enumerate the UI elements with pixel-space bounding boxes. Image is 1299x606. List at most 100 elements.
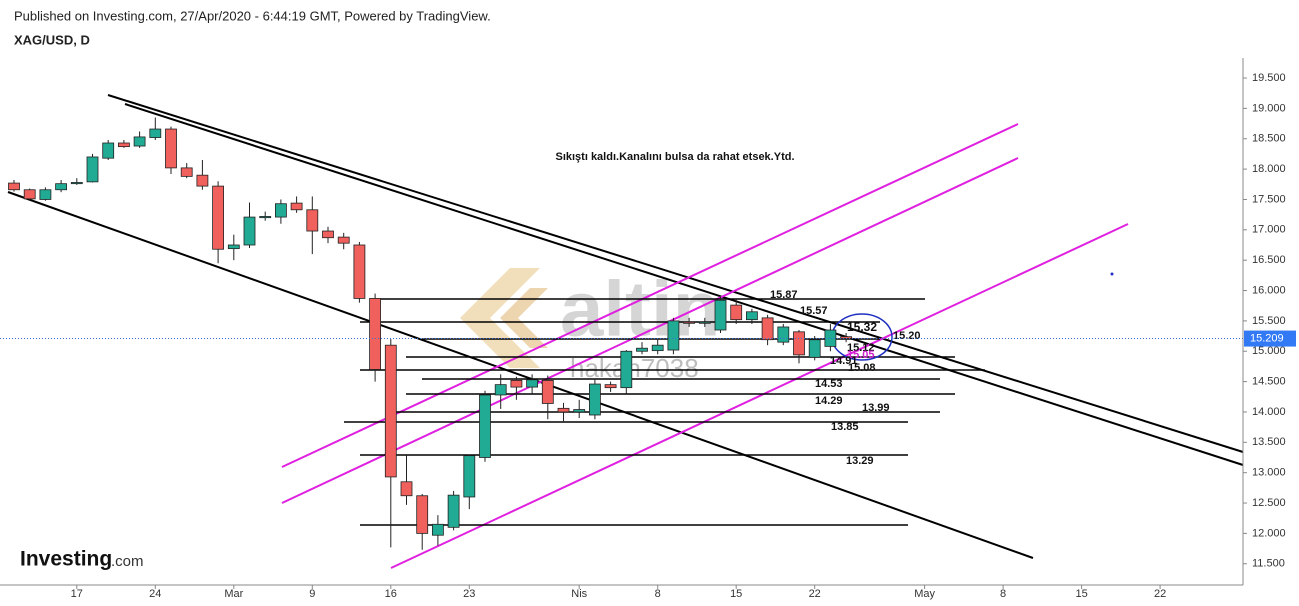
watermark-shape xyxy=(460,268,540,368)
candle-body xyxy=(23,189,36,200)
x-tick-label: 15 xyxy=(1075,588,1087,600)
candle-body xyxy=(494,384,507,396)
trend-line xyxy=(107,94,1244,453)
y-tick-label: 16.000 xyxy=(1252,284,1286,296)
candle-body xyxy=(510,379,523,388)
candle-body xyxy=(730,304,743,321)
trend-line xyxy=(7,191,1034,559)
y-tick-label: 12.500 xyxy=(1252,497,1286,509)
y-tick-label: 15.000 xyxy=(1252,345,1286,357)
y-tick-label: 18.000 xyxy=(1252,163,1286,175)
candle-body xyxy=(714,299,727,331)
channel-line xyxy=(281,123,1019,468)
y-tick-label: 17.500 xyxy=(1252,193,1286,205)
candle-body xyxy=(102,142,115,159)
candles xyxy=(8,117,852,550)
candle-body xyxy=(165,128,177,169)
candle-body xyxy=(746,311,758,321)
candle-body xyxy=(337,236,350,244)
channel-line xyxy=(281,157,1019,504)
y-tick-label: 14.000 xyxy=(1252,406,1286,418)
candle-body xyxy=(447,494,460,528)
candle-body xyxy=(274,203,287,218)
candle-body xyxy=(636,347,648,352)
trend-line xyxy=(124,103,1244,466)
candle-body xyxy=(589,383,601,416)
candle-body xyxy=(620,350,633,389)
header: Published on Investing.com, 27/Apr/2020 … xyxy=(14,8,491,23)
candle-body xyxy=(431,523,444,536)
channel-lines xyxy=(281,123,1129,569)
candle-body xyxy=(557,407,570,413)
last-price-label: 15.209 xyxy=(1250,332,1284,344)
level-label: 15.20 xyxy=(893,330,921,342)
symbol: XAG/USD, D xyxy=(14,32,90,47)
level-label: 15.32 xyxy=(847,320,877,334)
y-tick-label: 15.500 xyxy=(1252,315,1286,327)
candle-body xyxy=(761,317,774,341)
x-tick-label: 24 xyxy=(149,588,161,600)
candle-body xyxy=(541,379,554,404)
x-tick-label: Nis xyxy=(571,588,587,600)
candle-body xyxy=(39,189,52,200)
candle-body xyxy=(149,128,162,138)
candle-body xyxy=(384,344,397,478)
candle-body xyxy=(604,384,617,389)
level-label: 15.57 xyxy=(800,305,828,317)
brand-suffix: .com xyxy=(111,553,144,570)
candle-body xyxy=(526,379,538,388)
y-tick-label: 13.500 xyxy=(1252,436,1286,448)
x-tick-label: 8 xyxy=(1000,588,1006,600)
candle-body xyxy=(259,216,272,219)
y-tick-label: 14.500 xyxy=(1252,376,1286,388)
level-label: 13.99 xyxy=(862,402,890,414)
candle-body xyxy=(573,409,586,413)
y-tick-label: 18.500 xyxy=(1252,133,1286,145)
candle-body xyxy=(400,481,413,497)
y-tick-label: 19.500 xyxy=(1252,72,1286,84)
level-label: 15.05 xyxy=(847,349,875,361)
candle-body xyxy=(353,244,366,299)
candle-body xyxy=(683,321,695,324)
x-tick-label: 22 xyxy=(809,588,821,600)
dot xyxy=(1110,272,1114,276)
candle-body xyxy=(793,331,805,356)
y-tick-label: 12.000 xyxy=(1252,527,1286,539)
candle-body xyxy=(416,495,429,534)
candle-body xyxy=(86,156,99,183)
candle-body xyxy=(322,230,334,239)
level-label: 13.85 xyxy=(831,421,859,433)
candle-body xyxy=(369,298,382,370)
candle-body xyxy=(8,182,20,191)
candle-body xyxy=(463,455,476,498)
x-tick-label: 8 xyxy=(655,588,661,600)
candle-body xyxy=(479,394,491,458)
watermark-shape xyxy=(500,288,548,348)
y-tick-label: 19.000 xyxy=(1252,102,1286,114)
candle-body xyxy=(70,182,83,185)
y-tick-label: 11.500 xyxy=(1252,558,1285,570)
candle-body xyxy=(824,329,837,347)
level-label: 15.87 xyxy=(770,289,798,301)
candle-body xyxy=(133,136,146,147)
candle-body xyxy=(118,142,130,148)
level-label: 14.53 xyxy=(815,378,843,390)
candle-body xyxy=(180,167,193,177)
candle-body xyxy=(667,320,680,351)
x-tick-label: 17 xyxy=(71,588,83,600)
brand: Investing xyxy=(20,548,112,571)
candle-body xyxy=(243,216,256,246)
last-price-box xyxy=(1244,330,1296,347)
x-tick-label: 15 xyxy=(730,588,742,600)
x-tick-label: 22 xyxy=(1154,588,1166,600)
x-tick-label: 23 xyxy=(463,588,475,600)
candle-body xyxy=(227,244,240,250)
candle-body xyxy=(777,326,790,343)
x-tick-label: Mar xyxy=(224,588,243,600)
level-label: 14.29 xyxy=(815,395,843,407)
candle-body xyxy=(306,209,319,232)
y-tick-label: 16.500 xyxy=(1252,254,1286,266)
watermark xyxy=(460,268,548,368)
